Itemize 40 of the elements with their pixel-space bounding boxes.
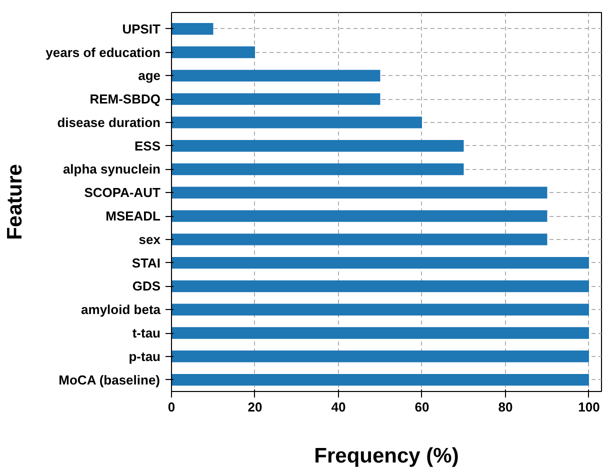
y-tick-label: years of education [46, 44, 161, 60]
y-tick-label: STAI [132, 255, 161, 270]
y-tick-label: ESS [134, 138, 161, 154]
y-tick-label: disease duration [57, 114, 161, 130]
bar [172, 116, 422, 128]
y-tick-label: SCOPA-AUT [84, 185, 161, 200]
bar [172, 186, 548, 198]
y-axis-title: Feature [4, 164, 27, 240]
bar [172, 23, 214, 35]
y-tick-label: p-tau [128, 348, 161, 364]
x-tick-label: 100 [578, 400, 600, 414]
bar [172, 93, 380, 105]
y-tick-label: MSEADL [106, 208, 161, 224]
bar [172, 327, 589, 339]
bar [172, 210, 548, 222]
bar [172, 46, 255, 58]
bar [172, 140, 464, 152]
bar [172, 70, 380, 82]
bar [172, 234, 548, 246]
x-axis-title: Frequency (%) [314, 444, 459, 468]
bar [172, 350, 589, 362]
bar [172, 163, 464, 176]
bar [172, 374, 589, 386]
bar [172, 304, 589, 316]
y-tick-label: MoCA (baseline) [58, 372, 160, 388]
y-tick-label: t-tau [132, 326, 161, 341]
y-tick-label: age [138, 68, 161, 84]
y-tick-label: alpha synuclein [62, 162, 161, 177]
x-tick-label: 80 [498, 400, 513, 414]
y-tick-label: UPSIT [122, 21, 161, 36]
y-tick-label: GDS [132, 278, 161, 294]
x-tick-label: 0 [168, 400, 176, 414]
bar [172, 280, 589, 292]
x-tick-label: 60 [414, 400, 430, 414]
y-tick-label: amyloid beta [81, 302, 162, 318]
y-tick-label: sex [138, 232, 162, 247]
y-tick-label: REM-SBDQ [90, 92, 161, 107]
x-tick-label: 40 [331, 400, 346, 414]
x-tick-label: 20 [248, 400, 262, 414]
bar [172, 256, 589, 269]
